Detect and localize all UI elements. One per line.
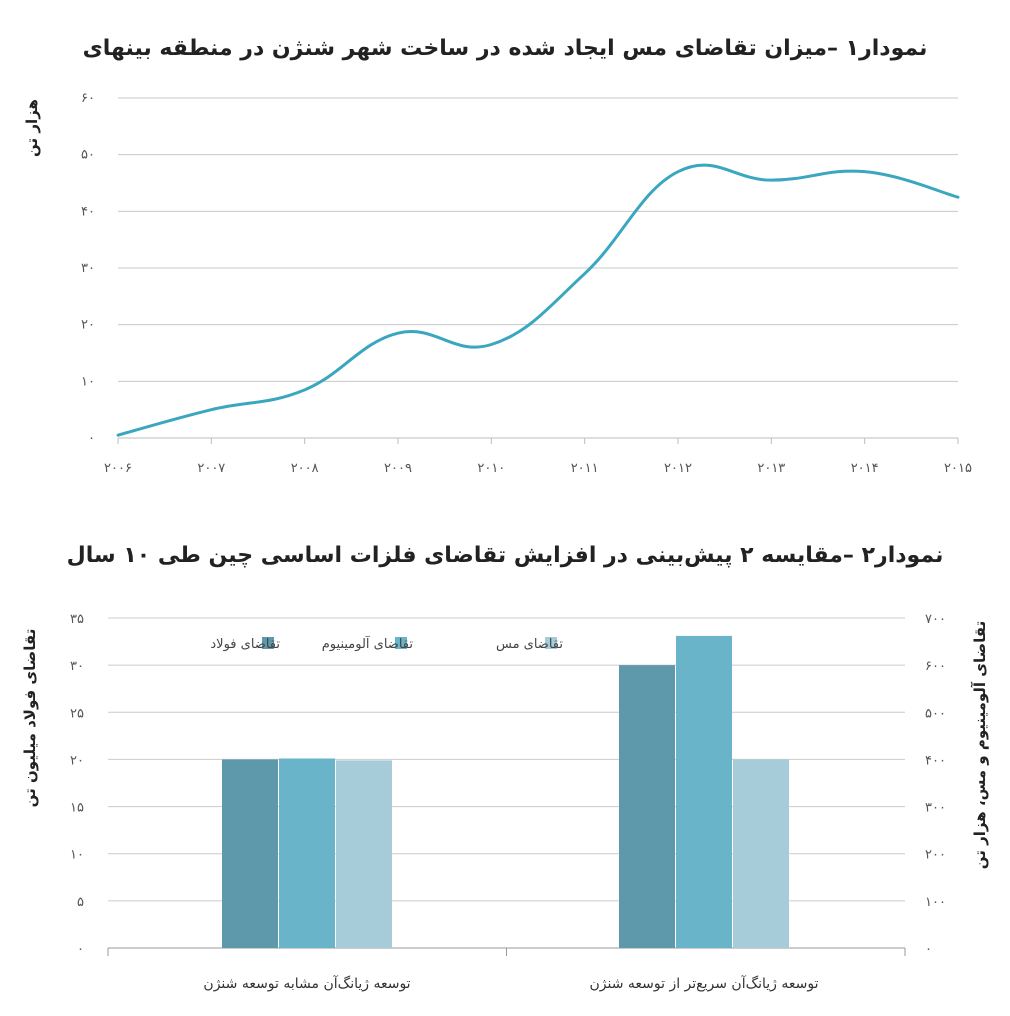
y-tick-label: ۰ xyxy=(88,431,95,446)
y2-tick-label: ۵۰۰ xyxy=(925,706,946,721)
line-chart: ۰ ۱۰ ۲۰ ۳۰ ۴۰ ۵۰ ۶۰ ۲۰۰۶ ۲۰۰۷ ۲۰۰۸ ۲۰۰۹ ۲۰۱۰ ۲۰۱۱ ۲۰۱… xyxy=(23,91,972,476)
x-tick-label: ۲۰۰۷ xyxy=(197,461,225,476)
y2-tick-label: ۰ xyxy=(925,942,932,957)
y-tick-label: ۴۰ xyxy=(81,204,95,219)
legend-label: تقاضای فولاد xyxy=(210,637,280,652)
y-tick-label: ۳۰ xyxy=(81,261,95,276)
x-tick-label: ۲۰۱۳ xyxy=(757,461,785,476)
y-tick-label: ۱۰ xyxy=(81,374,95,389)
y-tick-label: ۱۰ xyxy=(70,848,84,863)
x-tick-label: ۲۰۱۲ xyxy=(664,461,692,476)
y-tick-label: ۳۵ xyxy=(70,612,84,627)
x-tick-label: ۲۰۱۱ xyxy=(571,461,599,476)
y-tick-label: ۶۰ xyxy=(81,91,95,106)
legend-swatch xyxy=(395,637,407,649)
y2-tick-label: ۲۰۰ xyxy=(925,848,946,863)
y-axis-label: هزار تن xyxy=(23,99,41,157)
y2-tick-label: ۴۰۰ xyxy=(925,753,946,768)
chart2-title: نمودار۲ –مقایسه ۲ پیش‌بینی در افزایش تقا… xyxy=(66,543,944,568)
bar xyxy=(676,635,732,948)
bar xyxy=(279,758,335,948)
chart1-title: نمودار۱ –میزان تقاضای مس ایجاد شده در سا… xyxy=(82,36,928,61)
x-tick-label: ۲۰۰۸ xyxy=(291,461,319,476)
x-tick-label: ۲۰۰۹ xyxy=(384,461,412,476)
legend-swatch xyxy=(545,637,557,649)
y-tick-label: ۵۰ xyxy=(81,148,95,163)
y2-axis-label: تقاضای آلومینیوم و مس، هزار تن xyxy=(971,621,989,869)
y-axis-label: تقاضای فولاد میلیون تن xyxy=(21,629,39,808)
y-tick-label: ۲۰ xyxy=(70,753,84,768)
y-tick-label: ۰ xyxy=(77,942,84,957)
bar xyxy=(733,759,789,948)
y2-tick-label: ۱۰۰ xyxy=(925,895,946,910)
y2-tick-label: ۶۰۰ xyxy=(925,659,946,674)
y2-tick-label: ۳۰۰ xyxy=(925,801,946,816)
y-tick-label: ۵ xyxy=(77,895,84,910)
legend-swatch xyxy=(262,637,274,649)
y-tick-label: ۲۰ xyxy=(81,318,95,333)
category-label: توسعه ژیانگ‌آن سریع‌تر از توسعه شنژن xyxy=(589,975,818,992)
series-line xyxy=(116,163,960,437)
y-tick-label: ۳۰ xyxy=(70,659,84,674)
x-tick-label: ۲۰۱۰ xyxy=(477,461,505,476)
y2-tick-label: ۷۰۰ xyxy=(925,612,946,627)
y-tick-label: ۱۵ xyxy=(70,801,84,816)
x-tick-label: ۲۰۱۴ xyxy=(851,461,879,476)
x-tick-label: ۲۰۰۶ xyxy=(104,461,132,476)
legend-label: تقاضای آلومینیوم xyxy=(322,635,414,652)
y-tick-label: ۲۵ xyxy=(70,706,84,721)
category-label: توسعه ژیانگ‌آن مشابه توسعه شنژن xyxy=(203,975,410,992)
bar xyxy=(222,759,278,948)
bar xyxy=(619,665,675,948)
x-tick-label: ۲۰۱۵ xyxy=(944,461,972,476)
bar xyxy=(336,760,392,948)
legend-label: تقاضای مس xyxy=(496,637,563,652)
